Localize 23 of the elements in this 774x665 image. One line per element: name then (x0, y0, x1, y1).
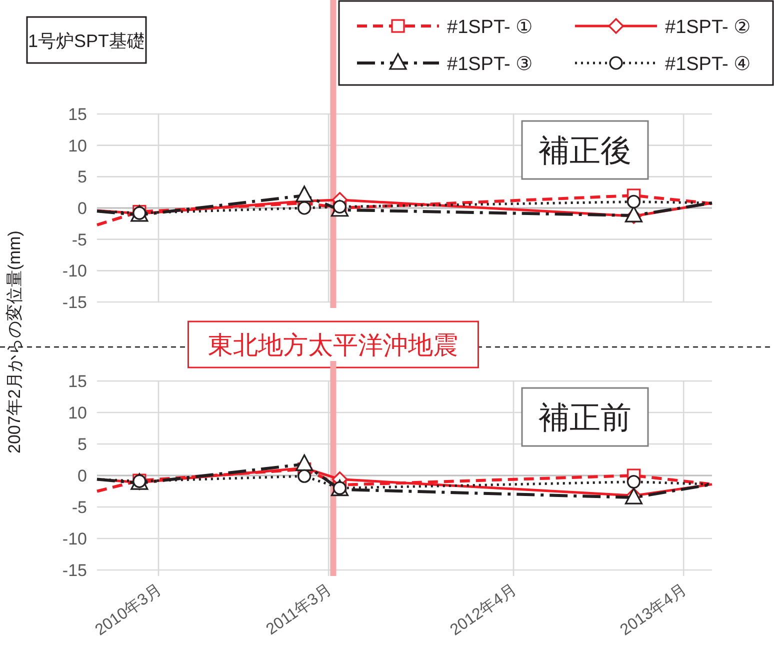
text: 補正後 (538, 133, 632, 168)
y-tick-label: -5 (72, 498, 87, 517)
y-tick-label: -5 (72, 230, 87, 250)
ref-line-label: 東北地方太平洋沖地震 (208, 332, 458, 360)
y-tick-label: -15 (62, 293, 87, 312)
y-tick-label: 0 (78, 199, 87, 218)
legend-label: #1SPT- ③ (447, 54, 533, 75)
y-tick-label: 15 (68, 372, 87, 391)
x-tick-label: 2011年3月 (263, 581, 335, 638)
text: 1号炉SPT基礎 (28, 31, 146, 51)
y-tick-label: 5 (78, 435, 87, 454)
text: 補正前 (538, 400, 632, 435)
y-tick-label: 15 (68, 105, 87, 124)
y-tick-label: -15 (62, 561, 87, 580)
y-tick-label: -10 (62, 530, 87, 548)
y-tick-label: 10 (68, 136, 87, 156)
y-tick-label: 10 (68, 404, 87, 422)
y-tick-label: 0 (78, 466, 87, 486)
y-tick-label: -10 (62, 262, 87, 281)
legend-label: #1SPT- ① (447, 17, 533, 38)
legend-label: #1SPT- ④ (665, 54, 751, 75)
legend-label: #1SPT- ② (665, 17, 751, 38)
y-tick-label: 5 (78, 168, 87, 187)
